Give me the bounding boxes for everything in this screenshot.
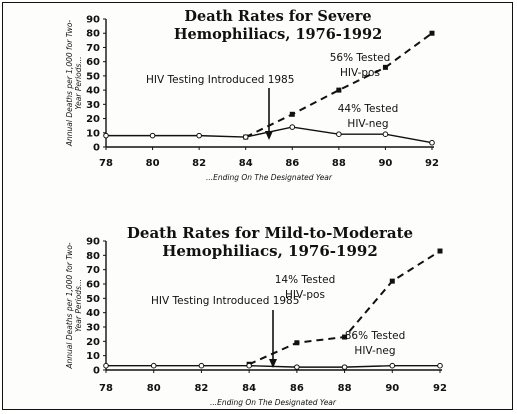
neg-series-label: HIV-neg [347, 118, 388, 130]
y-axis-title-line: Annual Deaths per 1,000 for Two- [65, 20, 74, 148]
data-point [150, 362, 157, 369]
data-point [149, 132, 156, 139]
data-point [382, 64, 388, 70]
x-tick-label: 92 [433, 383, 447, 394]
x-tick-label: 88 [338, 383, 352, 394]
x-tick-label: 86 [290, 383, 304, 394]
data-point [242, 134, 249, 140]
x-tick-label: 86 [285, 158, 299, 169]
data-point [437, 248, 443, 254]
data-point [103, 132, 109, 139]
x-tick-label: 84 [239, 158, 253, 169]
pos-series-label: HIV-pos [285, 289, 325, 301]
y-axis-title-line: Year Periods... [74, 279, 83, 332]
data-point [429, 30, 435, 36]
chart-title-line: Death Rates for Severe [184, 8, 371, 25]
chart-title-line: Death Rates for Mild-to-Moderate [127, 224, 413, 242]
data-point [429, 139, 435, 146]
figure-frame [2, 2, 513, 410]
y-tick-label: 20 [86, 337, 100, 348]
y-tick-label: 50 [86, 294, 100, 305]
chart-title-line: Hemophiliacs, 1976-1992 [174, 26, 382, 43]
y-tick-label: 50 [86, 71, 100, 82]
y-tick-label: 10 [86, 351, 100, 362]
y-axis-title-line: Annual Deaths per 1,000 for Two- [65, 242, 74, 370]
data-point [389, 278, 395, 284]
pos-series-label: HIV-pos [340, 67, 380, 79]
data-point [196, 132, 202, 139]
x-tick-label: 92 [425, 158, 439, 169]
y-tick-label: 90 [86, 15, 100, 26]
y-tick-label: 10 [86, 128, 100, 139]
data-point [103, 362, 109, 369]
pos-series-label: 14% Tested [275, 274, 335, 286]
y-tick-label: 30 [86, 323, 100, 334]
pos-series-label: 56% Tested [330, 52, 390, 64]
x-tick-label: 80 [147, 383, 161, 394]
event-arrow-head [269, 359, 277, 368]
neg-series-label: HIV-neg [354, 345, 395, 357]
y-tick-label: 20 [86, 114, 100, 125]
event-arrow-head [265, 131, 273, 140]
series-line [248, 250, 441, 366]
x-tick-label: 82 [194, 383, 208, 394]
data-point [382, 131, 389, 137]
data-point [294, 340, 300, 346]
y-tick-label: 30 [86, 100, 100, 111]
data-point [336, 131, 342, 137]
x-tick-label: 80 [146, 158, 160, 169]
neg-series-label: 86% Tested [345, 330, 405, 342]
x-tick-label: 88 [332, 158, 346, 169]
x-axis-title: ...Ending On The Designated Year [210, 398, 337, 407]
y-tick-label: 70 [86, 265, 100, 276]
x-tick-label: 90 [378, 158, 392, 169]
event-annotation: HIV Testing Introduced 1985 [146, 74, 294, 86]
y-tick-label: 40 [86, 308, 100, 319]
event-annotation: HIV Testing Introduced 1985 [151, 295, 299, 307]
chart-2: Death Rates for Mild-to-ModerateHemophil… [65, 224, 447, 407]
y-tick-label: 90 [86, 237, 100, 248]
x-tick-label: 78 [99, 158, 113, 169]
data-point [198, 362, 205, 369]
x-tick-label: 84 [242, 383, 256, 394]
y-tick-label: 40 [86, 86, 100, 97]
y-tick-label: 70 [86, 43, 100, 54]
data-point [289, 111, 295, 117]
y-tick-label: 0 [93, 143, 100, 154]
data-point [389, 362, 396, 369]
y-tick-label: 60 [86, 280, 100, 291]
data-point [246, 362, 252, 369]
data-point [437, 362, 443, 369]
x-tick-label: 82 [192, 158, 206, 169]
data-point [342, 334, 348, 340]
data-point [341, 364, 348, 370]
y-axis-title-line: Year Periods... [74, 56, 83, 109]
chart-title-line: Hemophiliacs, 1976-1992 [162, 242, 378, 260]
data-point [294, 364, 300, 370]
y-tick-label: 80 [86, 29, 100, 40]
y-tick-label: 60 [86, 57, 100, 68]
neg-series-label: 44% Tested [338, 103, 398, 115]
y-tick-label: 0 [93, 366, 100, 377]
x-tick-label: 78 [99, 383, 113, 394]
data-point [336, 87, 342, 93]
y-tick-label: 80 [86, 251, 100, 262]
data-point [289, 124, 296, 130]
x-axis-title: ...Ending On The Designated Year [206, 173, 333, 182]
x-tick-label: 90 [385, 383, 399, 394]
